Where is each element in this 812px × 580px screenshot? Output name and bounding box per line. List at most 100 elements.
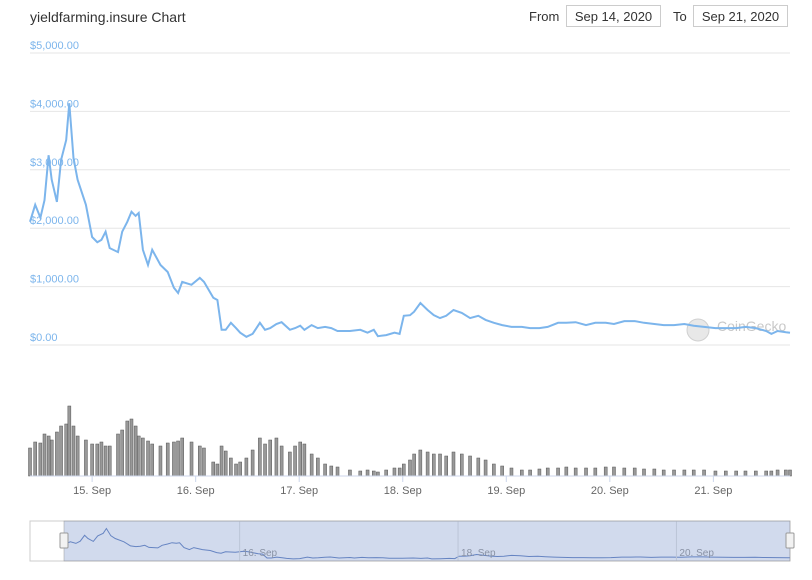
volume-bar <box>769 470 774 477</box>
volume-bar <box>682 469 687 477</box>
navigator-tick-label: 20. Sep <box>679 548 714 559</box>
volume-bar <box>358 470 363 477</box>
volume-bar <box>509 467 514 477</box>
y-tick-label: $2,000.00 <box>30 215 79 227</box>
price-line <box>29 103 791 338</box>
volume-bar <box>75 435 80 477</box>
volume-bar <box>172 441 176 477</box>
volume-bar <box>528 469 532 477</box>
volume-bar <box>593 467 598 477</box>
volume-bar <box>476 457 481 477</box>
watermark-logo <box>686 318 710 342</box>
volume-bar <box>234 463 238 477</box>
volume-bar <box>483 459 488 477</box>
volume-bar <box>408 459 412 477</box>
volume-bar <box>71 425 76 477</box>
volume-bar <box>451 451 456 477</box>
volume-bar <box>274 437 279 477</box>
volume-bar <box>198 445 202 477</box>
volume-bar <box>335 466 340 477</box>
volume-bar <box>229 457 233 477</box>
volume-bar <box>573 467 578 477</box>
x-tick-label: 21. Sep <box>694 485 732 497</box>
y-tick-label: $3,000.00 <box>30 157 79 169</box>
volume-bar <box>329 465 334 477</box>
volume-bar <box>754 470 758 477</box>
volume-bar <box>632 467 637 477</box>
volume-bar <box>189 441 194 477</box>
volume-bar <box>84 439 88 477</box>
volume-bar <box>734 470 738 477</box>
volume-bar <box>59 425 63 477</box>
volume-bar <box>397 467 402 477</box>
volume-bar <box>376 471 380 477</box>
x-tick-label: 16. Sep <box>177 485 215 497</box>
volume-bar <box>702 469 706 477</box>
volume-bar <box>432 453 436 477</box>
volume-bar <box>42 433 47 477</box>
volume-bar <box>133 425 138 477</box>
navigator <box>64 527 790 560</box>
volume-bar <box>107 445 112 477</box>
y-tick-label: $0.00 <box>30 332 58 344</box>
volume-bar <box>95 443 100 477</box>
navigator-line <box>64 527 790 560</box>
from-label: From <box>529 9 560 24</box>
volume-bar <box>642 468 646 477</box>
to-date-input[interactable]: Sep 21, 2020 <box>693 5 788 27</box>
watermark: CoinGecko <box>717 318 786 334</box>
volume-bar <box>33 441 37 477</box>
volume-bar <box>67 405 72 477</box>
volume-bar <box>412 453 416 477</box>
volume-bar <box>38 442 43 477</box>
volume-bar <box>784 469 788 477</box>
from-date-input[interactable]: Sep 14, 2020 <box>566 5 661 27</box>
y-tick-label: $4,000.00 <box>30 98 79 110</box>
volume-bar <box>150 443 154 477</box>
volume-bar <box>146 440 150 477</box>
volume-bar <box>293 445 297 477</box>
volume-bar <box>316 457 320 477</box>
volume-bar <box>202 447 206 477</box>
navigator-handle[interactable] <box>785 532 795 549</box>
volume-bar <box>116 433 120 477</box>
volume-bar <box>372 470 376 477</box>
volume-bar <box>460 453 464 477</box>
volume-bar <box>584 467 588 477</box>
volume-bar <box>211 461 216 477</box>
volume-bar <box>691 469 696 477</box>
volume-bar <box>444 455 448 477</box>
volume-bar <box>176 440 180 477</box>
volume-bar <box>125 420 130 477</box>
volume-bar <box>46 435 51 477</box>
volume-bar <box>28 447 32 477</box>
volume-bar <box>309 453 314 477</box>
volume-bar <box>103 445 108 477</box>
navigator-tick-label: 16. Sep <box>243 548 278 559</box>
x-tick-label: 19. Sep <box>487 485 525 497</box>
volume-bar <box>49 439 54 477</box>
volume-bar <box>223 450 228 477</box>
x-tick-label: 15. Sep <box>73 485 111 497</box>
volume-bar <box>418 449 423 477</box>
volume-bar <box>468 455 472 477</box>
volume-bar <box>545 467 550 477</box>
volume-bar <box>564 466 569 477</box>
volume-bar <box>612 466 616 477</box>
volume-bar <box>302 443 307 477</box>
volume-bar <box>64 423 68 477</box>
volume-bar <box>141 437 145 477</box>
volume-bar <box>603 466 608 477</box>
volume-bar <box>537 468 542 477</box>
x-tick-label: 20. Sep <box>591 485 629 497</box>
volume-bar <box>99 441 104 477</box>
volume-bar <box>288 451 292 477</box>
volume-bar <box>743 470 748 477</box>
volume-bar <box>180 437 184 477</box>
y-tick-label: $5,000.00 <box>30 40 79 52</box>
navigator-handle[interactable] <box>59 532 69 549</box>
y-tick-label: $1,000.00 <box>30 274 79 286</box>
volume-bar <box>323 463 327 477</box>
